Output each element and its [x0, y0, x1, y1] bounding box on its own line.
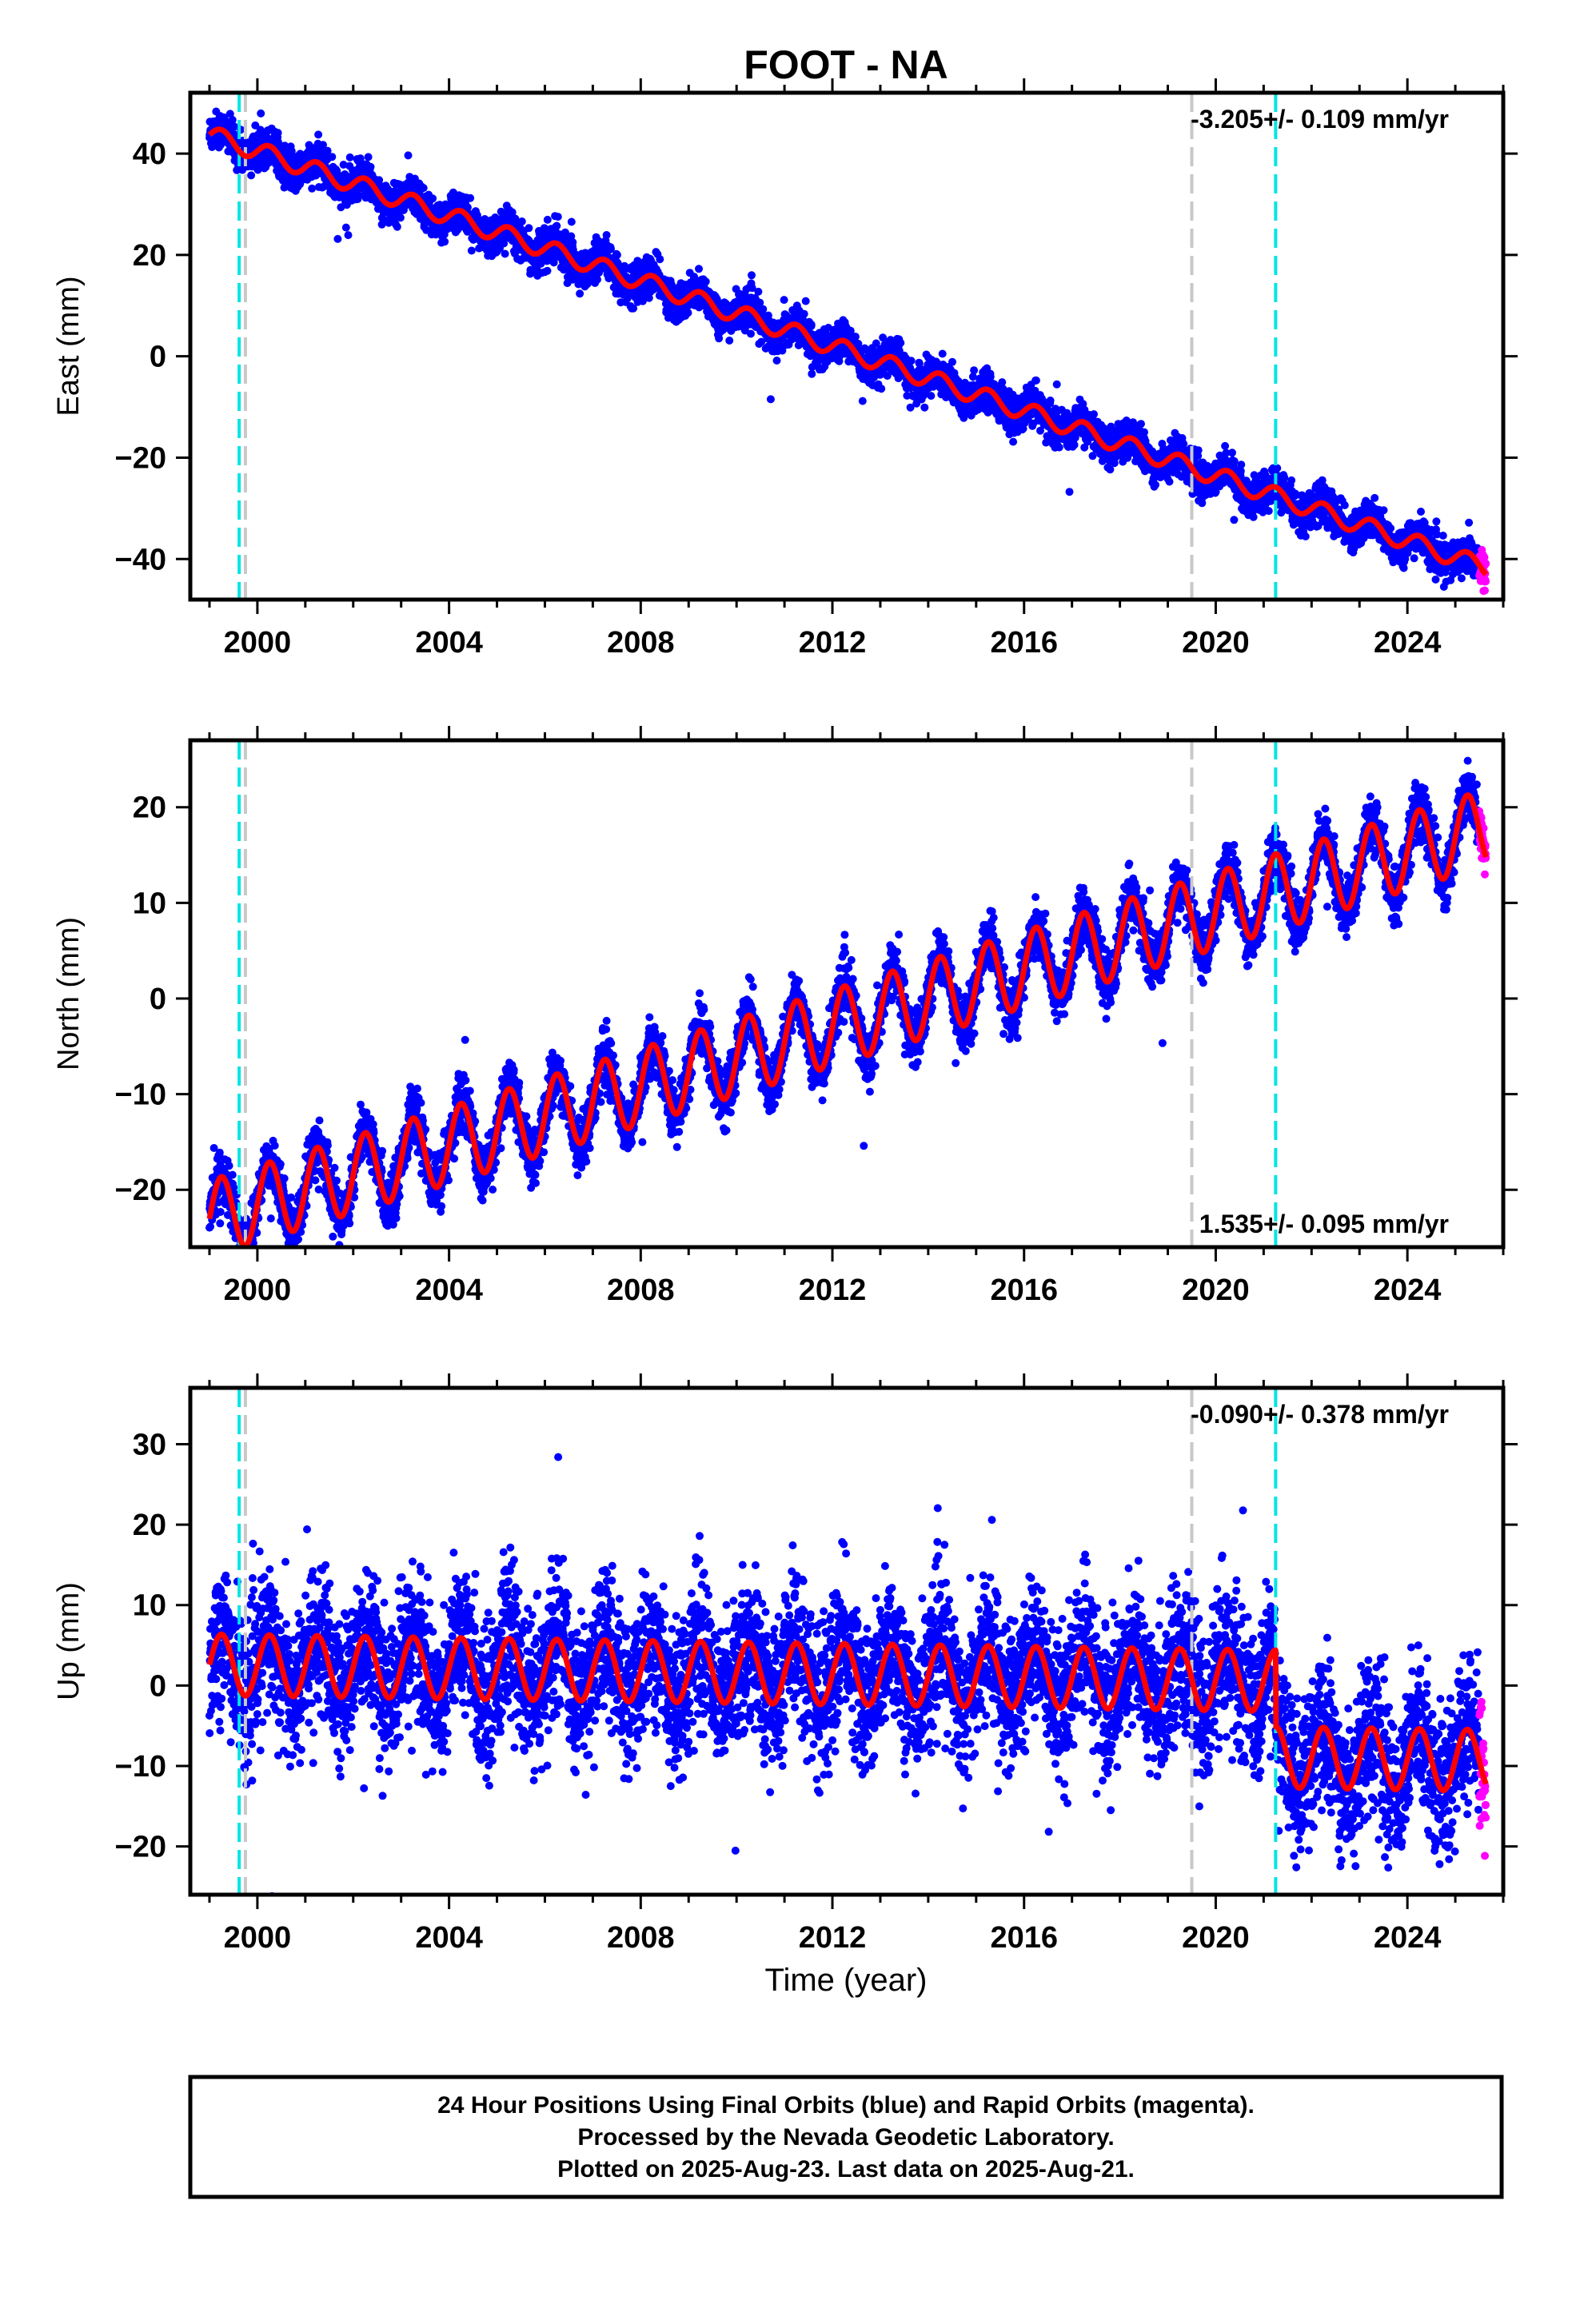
east-final-orbit-point: [1090, 410, 1098, 418]
east-final-orbit-point: [544, 216, 552, 224]
east-final-orbit-point: [569, 238, 577, 246]
east-final-orbit-point: [518, 217, 526, 225]
east-final-orbit-point: [1053, 381, 1061, 389]
east-final-orbit-point: [854, 340, 862, 348]
east-final-orbit-point: [896, 339, 904, 347]
east-final-orbit-point: [877, 385, 885, 393]
east-final-orbit-point: [308, 185, 316, 193]
east-final-orbit-point: [1137, 420, 1145, 428]
east-final-orbit-point: [441, 237, 449, 245]
east-final-orbit-point: [346, 153, 354, 161]
east-final-orbit-point: [948, 358, 956, 366]
east-final-orbit-point: [429, 194, 437, 202]
east-final-orbit-point: [859, 397, 867, 405]
east-final-orbit-point: [852, 333, 860, 341]
east-final-orbit-point: [328, 153, 336, 161]
east-final-orbit-point: [466, 194, 474, 202]
east-final-orbit-point: [695, 265, 703, 273]
east-final-orbit-point: [397, 213, 405, 221]
east-final-orbit-point: [927, 392, 935, 400]
east-final-orbit-point: [808, 370, 816, 378]
east-final-orbit-point: [593, 276, 601, 284]
east-final-orbit-point: [393, 223, 401, 231]
east-final-orbit-point: [367, 163, 375, 171]
east-final-orbit-point: [405, 151, 413, 159]
east-final-orbit-point: [274, 129, 282, 137]
east-final-orbit-point: [365, 153, 373, 161]
east-final-orbit-point: [808, 321, 816, 329]
east-final-orbit-point: [345, 231, 353, 239]
east-final-orbit-point: [759, 305, 767, 313]
east-final-orbit-point: [767, 395, 775, 403]
east-final-orbit-point: [501, 250, 509, 258]
east-final-orbit-point: [1009, 438, 1017, 446]
east-final-orbit-point: [725, 337, 733, 345]
east-final-orbit-point: [613, 251, 621, 259]
east-final-orbit-point: [257, 110, 265, 118]
east-data-points: [205, 108, 1490, 627]
east-final-orbit-point: [554, 213, 562, 221]
east-final-orbit-point: [702, 277, 710, 285]
east-plot-area: [205, 93, 1490, 626]
east-final-orbit-point: [288, 147, 296, 155]
east-final-orbit-point: [939, 350, 947, 358]
east-final-orbit-point: [908, 357, 916, 365]
east-final-orbit-point: [1066, 488, 1074, 496]
east-final-orbit-point: [342, 224, 350, 232]
east-final-orbit-point: [525, 224, 533, 232]
east-final-orbit-point: [684, 309, 692, 317]
east-final-orbit-point: [1071, 441, 1079, 449]
east-final-orbit-point: [1032, 377, 1040, 385]
east-final-orbit-point: [1055, 444, 1063, 452]
east-final-orbit-point: [754, 288, 762, 296]
east-final-orbit-point: [603, 231, 611, 239]
east-final-orbit-point: [748, 271, 756, 279]
east-final-orbit-point: [553, 222, 561, 230]
east-final-orbit-point: [333, 235, 341, 243]
east-final-orbit-point: [656, 255, 664, 263]
east-final-orbit-point: [468, 247, 476, 255]
east-final-orbit-point: [773, 357, 781, 365]
east-final-orbit-point: [920, 404, 928, 412]
chart-title: FOOT - NA: [744, 42, 948, 87]
east-final-orbit-point: [314, 130, 322, 138]
east-final-orbit-point: [747, 330, 755, 338]
east-final-orbit-point: [247, 171, 255, 179]
east-final-orbit-point: [576, 289, 584, 297]
east-final-orbit-point: [800, 310, 808, 318]
east-final-orbit-point: [1151, 480, 1159, 488]
east-final-orbit-point: [568, 218, 576, 226]
east-final-orbit-point: [1047, 397, 1055, 405]
east-final-orbit-point: [970, 366, 978, 374]
east-final-orbit-point: [802, 297, 810, 305]
east-final-orbit-point: [780, 296, 788, 304]
east-final-orbit-point: [1166, 478, 1174, 486]
east-final-orbit-point: [420, 184, 428, 192]
east-final-orbit-point: [544, 267, 552, 275]
